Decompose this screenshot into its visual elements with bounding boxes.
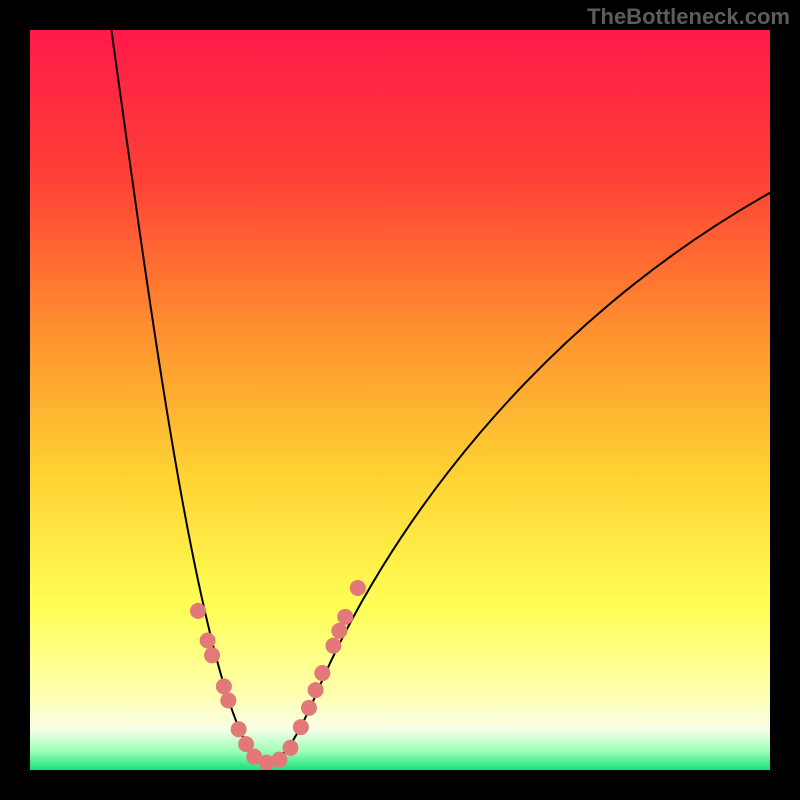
marker-dot	[282, 740, 298, 756]
marker-dot	[325, 638, 341, 654]
marker-dot	[331, 623, 347, 639]
marker-dot	[308, 682, 324, 698]
marker-dot	[216, 678, 232, 694]
watermark-label: TheBottleneck.com	[587, 4, 790, 30]
marker-dot	[314, 665, 330, 681]
marker-dot	[204, 647, 220, 663]
marker-dot	[200, 633, 216, 649]
marker-dot	[190, 603, 206, 619]
marker-dot	[337, 609, 353, 625]
chart-frame: TheBottleneck.com	[0, 0, 800, 800]
marker-dot	[301, 700, 317, 716]
marker-dot	[350, 580, 366, 596]
marker-dot	[293, 719, 309, 735]
marker-dot	[220, 692, 236, 708]
marker-overlay	[30, 30, 770, 770]
marker-dot	[271, 752, 287, 768]
marker-dot	[231, 721, 247, 737]
plot-area	[30, 30, 770, 770]
